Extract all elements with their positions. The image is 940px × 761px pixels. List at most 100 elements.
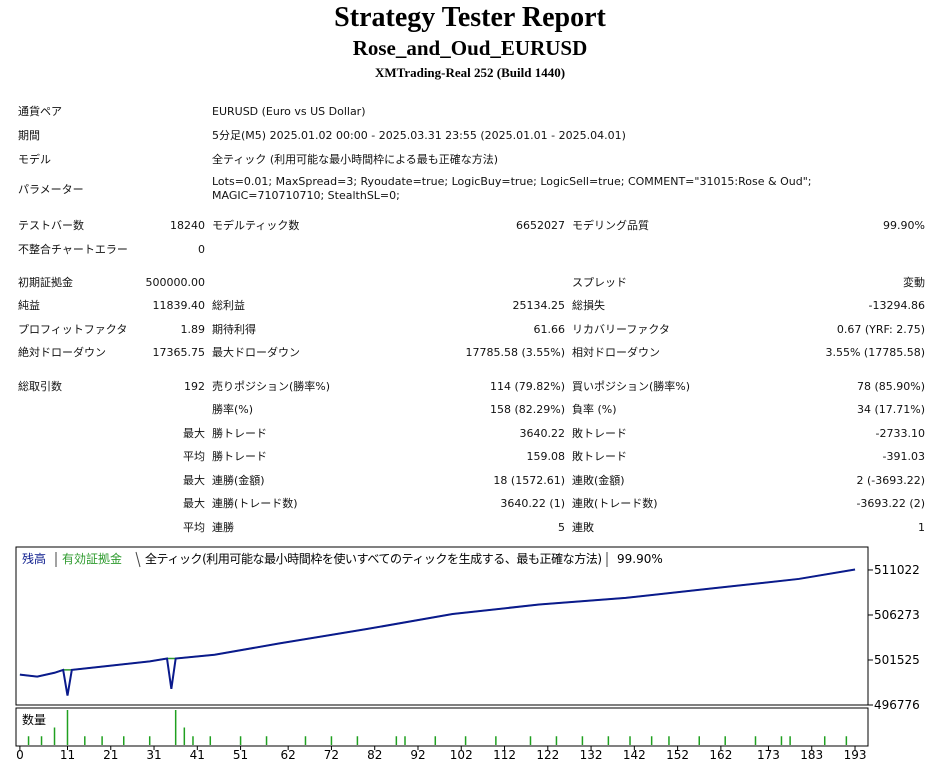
x-tick-label: 62 [281,748,296,761]
x-tick-label: 152 [666,748,689,761]
table-cell: 6652027 [516,219,565,232]
legend-equity: 有効証拠金 [62,551,122,566]
table-cell: 総取引数 [18,380,62,393]
x-tick-label: 82 [367,748,382,761]
table-cell: 159.08 [526,450,566,463]
x-tick-label: 51 [233,748,248,761]
x-tick-label: 132 [580,748,603,761]
report-subtitle: Rose_and_Oud_EURUSD [352,36,588,60]
x-tick-label: 92 [410,748,425,761]
build: XMTrading-Real 252 (Build 1440) [374,65,566,80]
table-cell: 最大 [183,497,205,510]
y-tick-label: 501525 [874,653,920,667]
table-cell: 最大 [183,474,205,487]
volume-label: 数量 [22,712,46,727]
equity-chart: 残高 有効証拠金 全ティック(利用可能な最小時間枠を使いすべてのティックを生成す… [15,546,920,761]
table-cell: Lots=0.01; MaxSpread=3; Ryoudate=true; L… [212,175,812,202]
table-cell: 連勝 [212,521,234,534]
x-tick-label: 31 [146,748,161,761]
y-tick-label: 511022 [874,563,920,577]
model-label: 全ティック(利用可能な最小時間枠を使いすべてのティックを生成する、最も正確な方法… [145,551,602,566]
table-cell: 連敗(金額) [572,474,625,487]
series-line [19,568,856,696]
x-tick-label: 193 [844,748,867,761]
table-cell: プロフィットファクタ [18,323,128,336]
table-cell: 18 (1572.61) [493,474,565,487]
table-cell: 総損失 [572,299,605,312]
x-tick-label: 183 [800,748,823,761]
table-cell: 初期証拠金 [18,276,73,289]
separator [135,551,141,568]
table-cell: 売りポジション(勝率%) [212,380,331,393]
table-cell: 敗トレード [572,427,627,440]
x-tick-label: 162 [709,748,732,761]
table-cell: 平均 [183,521,205,534]
table-cell: 25134.25 [512,299,566,312]
table-cell: 純益 [18,299,40,312]
table-cell: 総利益 [212,299,245,312]
table-cell: 通貨ペア [18,105,62,118]
plot-frame [15,546,869,706]
table-cell: -2733.10 [875,427,925,440]
x-tick-label: 72 [324,748,339,761]
table-cell: 17365.75 [152,346,206,359]
table-cell: -391.03 [882,450,925,463]
table-cell: 不整合チャートエラー [18,243,128,256]
table-cell: 192 [184,380,205,393]
table-cell: 変動 [903,276,925,289]
table-cell: -3693.22 (2) [856,497,925,510]
table-cell: 158 (82.29%) [489,403,565,416]
table-cell: 勝トレード [212,450,267,463]
table-cell: 連勝(金額) [212,474,265,487]
table-cell: 平均 [183,450,205,463]
table-cell: 連敗(トレード数) [572,497,658,510]
table-cell: 敗トレード [572,450,627,463]
table-cell: 5 [558,521,565,534]
x-tick-label: 142 [623,748,646,761]
table-cell: 78 (85.90%) [856,380,925,393]
table-cell: 1 [918,521,925,534]
table-cell: リカバリーファクタ [572,323,670,336]
x-tick-label: 21 [103,748,118,761]
quality: 99.90% [617,552,663,566]
table-cell: スプレッド [572,276,627,289]
table-cell: -13294.86 [868,299,925,312]
table-cell: 買いポジション(勝率%) [572,380,691,393]
table-cell: EURUSD (Euro vs US Dollar) [212,105,366,118]
x-tick-label: 41 [190,748,205,761]
table-cell: 0 [198,243,205,256]
y-tick-label: 496776 [874,698,920,712]
table-cell: パラメーター [18,183,84,196]
table-cell: 34 (17.71%) [856,403,925,416]
table-cell: 勝トレード [212,427,267,440]
table-cell: モデリング品質 [572,219,649,232]
table-cell: 2 (-3693.22) [856,474,925,487]
table-cell: モデルティック数 [212,219,300,232]
table-cell: 5分足(M5) 2025.01.02 00:00 - 2025.03.31 23… [212,129,626,142]
table-cell: 3640.22 (1) [500,497,565,510]
table-cell: 最大ドローダウン [212,346,300,359]
x-tick-label: 102 [450,748,473,761]
table-cell: 負率 (%) [572,403,617,416]
table-cell: 全ティック (利用可能な最小時間枠による最も正確な方法) [212,153,499,166]
table-cell: 連勝(トレード数) [212,497,298,510]
report-title: Strategy Tester Report [334,2,606,33]
table-cell: 最大 [183,427,205,440]
table-cell: テストバー数 [18,219,84,232]
table-cell: 114 (79.82%) [489,380,565,393]
table-cell: 11839.40 [152,299,206,312]
table-cell: 99.90% [883,219,925,232]
x-tick-label: 112 [493,748,516,761]
x-tick-label: 173 [757,748,780,761]
volume-frame [15,707,869,747]
table-cell: モデル [18,153,51,166]
table-cell: 期待利得 [212,323,256,336]
table-cell: 3640.22 [519,427,566,440]
y-tick-label: 506273 [874,608,920,622]
table-cell: 期間 [18,129,40,142]
table-cell: 連敗 [572,521,594,534]
legend-balance: 残高 [22,551,46,566]
x-tick-label: 0 [16,748,24,761]
x-tick-label: 11 [60,748,75,761]
